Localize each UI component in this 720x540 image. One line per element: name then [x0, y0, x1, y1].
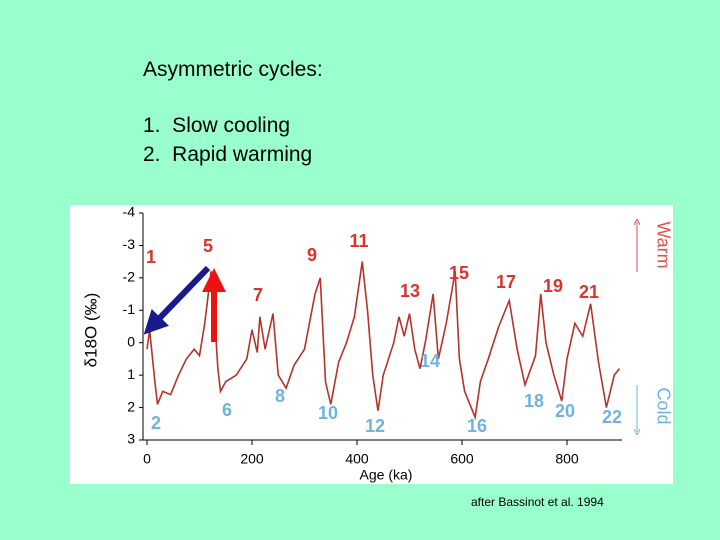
- chart-background: [70, 205, 673, 484]
- cooling-arrow: [143, 265, 211, 335]
- y-tick-label: -2: [123, 269, 136, 285]
- stage-label: 2: [151, 413, 161, 433]
- heading: Asymmetric cycles:: [143, 58, 323, 81]
- stage-label: 14: [420, 351, 440, 371]
- y-axis-label: δ18O (‰): [81, 293, 100, 368]
- y-tick-label: -4: [123, 204, 136, 220]
- stage-label: 5: [203, 236, 213, 256]
- stage-label: 10: [318, 403, 338, 423]
- cold-label: Cold: [653, 387, 673, 424]
- stage-label: 8: [275, 386, 285, 406]
- y-tick-label: 3: [127, 431, 135, 447]
- y-tick-label: 2: [127, 398, 135, 414]
- x-tick-label: 0: [143, 451, 151, 467]
- y-tick-label: 0: [127, 333, 135, 349]
- x-tick-label: 600: [450, 451, 474, 467]
- stage-label: 9: [307, 245, 317, 265]
- stage-label: 12: [365, 416, 385, 436]
- stage-label: 21: [579, 282, 599, 302]
- credit: after Bassinot et al. 1994: [471, 495, 604, 509]
- stage-label: 18: [524, 391, 544, 411]
- stage-label: 1: [146, 247, 156, 267]
- stage-label: 13: [400, 281, 420, 301]
- stage-label: 15: [449, 263, 469, 283]
- x-tick-label: 200: [240, 451, 264, 467]
- stage-label: 11: [349, 231, 368, 251]
- x-tick-label: 400: [345, 451, 369, 467]
- x-tick-label: 800: [555, 451, 579, 467]
- y-tick-label: -3: [123, 236, 136, 252]
- stage-label: 16: [467, 416, 487, 436]
- list-item: 1. Slow cooling: [143, 114, 291, 137]
- warm-label: Warm: [653, 221, 673, 268]
- stage-label: 7: [253, 285, 263, 305]
- x-axis-label: Age (ka): [360, 467, 413, 483]
- list-item: 2. Rapid warming: [143, 143, 313, 166]
- y-tick-label: 1: [127, 366, 135, 382]
- stage-label: 20: [555, 401, 575, 421]
- stage-label: 6: [222, 400, 232, 420]
- stage-label: 22: [602, 407, 622, 427]
- stage-label: 19: [543, 276, 563, 296]
- stage-label: 17: [496, 272, 516, 292]
- y-tick-label: -1: [123, 301, 136, 317]
